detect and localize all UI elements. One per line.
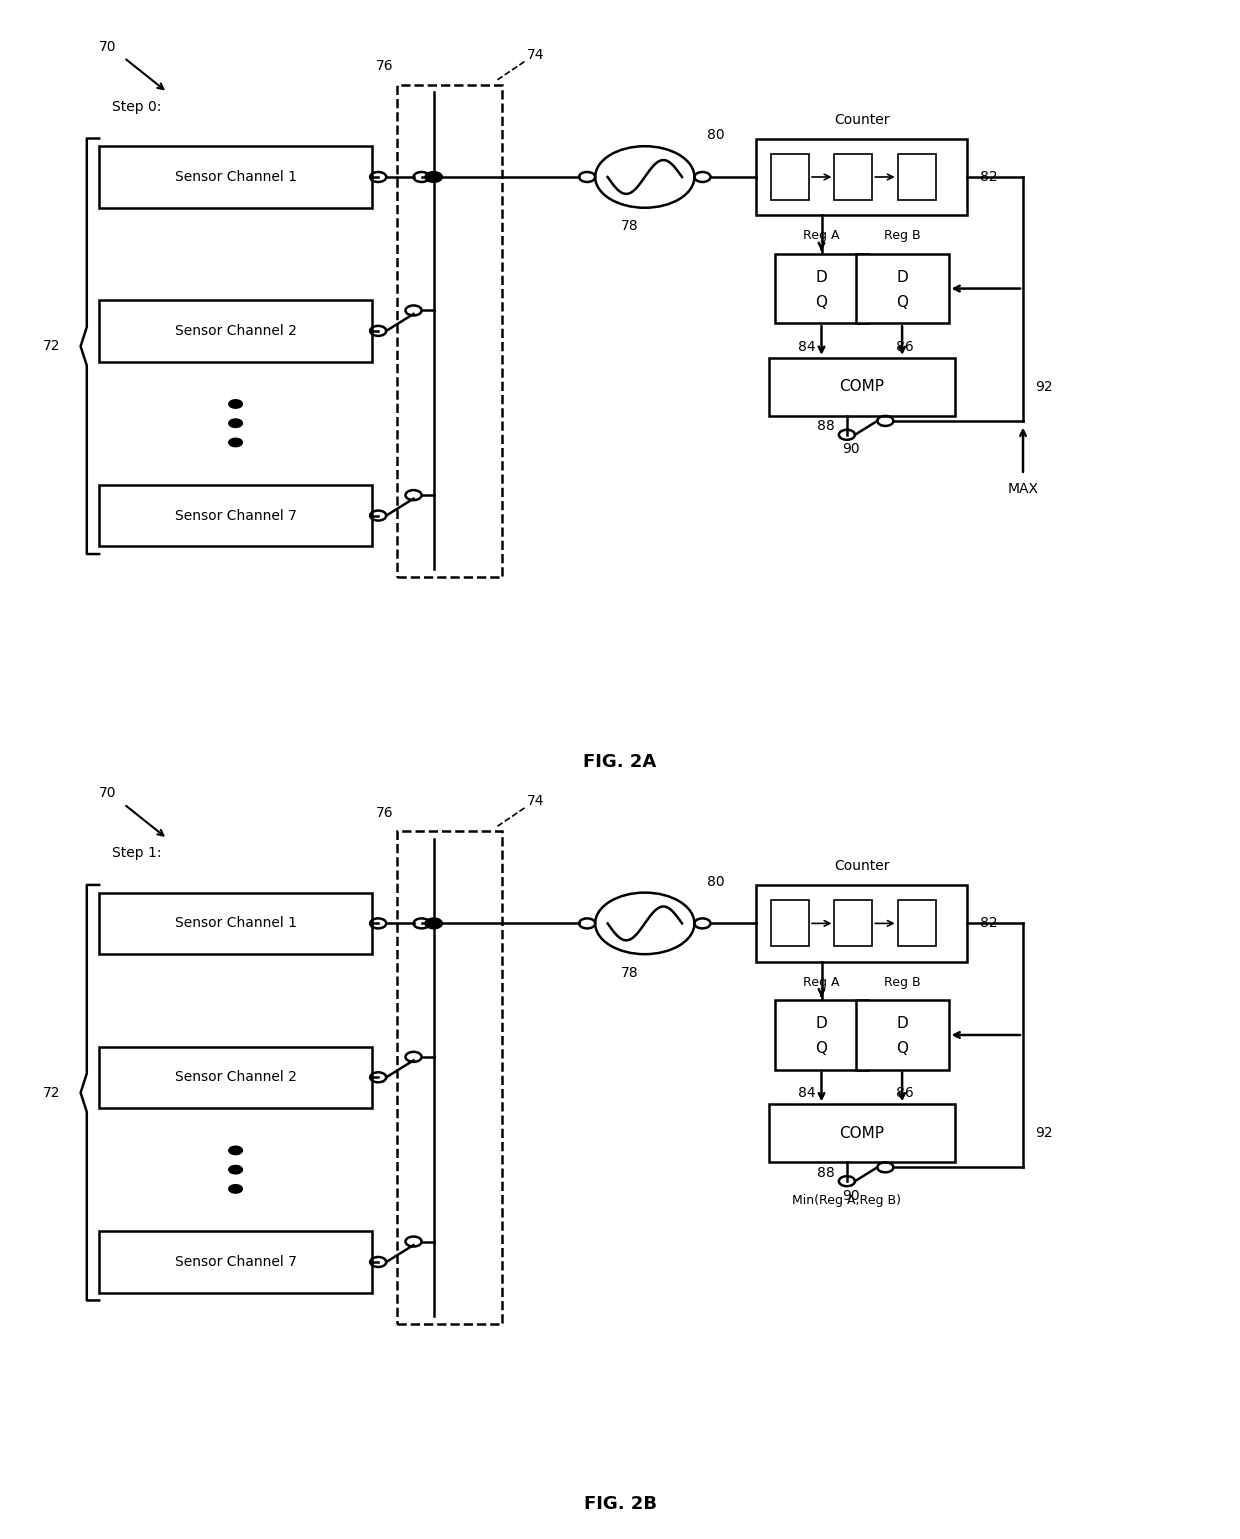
Text: 90: 90 xyxy=(842,443,859,457)
Text: Counter: Counter xyxy=(835,859,889,874)
Text: 76: 76 xyxy=(376,805,393,819)
Bar xyxy=(771,900,808,946)
Text: Q: Q xyxy=(897,295,908,309)
Text: 84: 84 xyxy=(797,340,816,354)
Text: MAX: MAX xyxy=(1007,482,1039,497)
Text: 86: 86 xyxy=(895,340,914,354)
Text: 74: 74 xyxy=(527,794,544,808)
Text: Min(Reg A,Reg B): Min(Reg A,Reg B) xyxy=(792,1194,901,1207)
Text: 92: 92 xyxy=(1035,380,1053,394)
Text: 78: 78 xyxy=(621,966,639,980)
Text: 76: 76 xyxy=(376,58,393,72)
Bar xyxy=(856,1000,949,1070)
Circle shape xyxy=(228,1185,242,1193)
Text: Sensor Channel 2: Sensor Channel 2 xyxy=(175,323,296,339)
Text: Step 0:: Step 0: xyxy=(112,100,161,114)
Text: Sensor Channel 2: Sensor Channel 2 xyxy=(175,1070,296,1085)
Text: Reg A: Reg A xyxy=(804,229,839,242)
Bar xyxy=(99,1047,372,1108)
Text: 74: 74 xyxy=(527,48,544,62)
Bar xyxy=(99,146,372,208)
Bar xyxy=(756,139,967,215)
Text: 84: 84 xyxy=(797,1087,816,1100)
Circle shape xyxy=(228,439,242,446)
Text: 78: 78 xyxy=(621,219,639,234)
Text: 92: 92 xyxy=(1035,1127,1053,1140)
Text: D: D xyxy=(897,1016,908,1031)
Text: Reg B: Reg B xyxy=(884,229,920,242)
Text: Q: Q xyxy=(897,1042,908,1056)
Bar xyxy=(856,254,949,323)
Bar xyxy=(99,300,372,362)
Bar xyxy=(771,154,808,200)
Text: 80: 80 xyxy=(707,128,724,142)
Text: 86: 86 xyxy=(895,1087,914,1100)
Bar xyxy=(775,254,868,323)
Bar xyxy=(397,85,502,577)
Text: FIG. 2A: FIG. 2A xyxy=(583,753,657,771)
Text: FIG. 2B: FIG. 2B xyxy=(584,1496,656,1513)
Text: 88: 88 xyxy=(817,1167,835,1180)
Bar xyxy=(397,831,502,1324)
Text: Q: Q xyxy=(816,1042,827,1056)
Text: 80: 80 xyxy=(707,874,724,888)
Text: Reg A: Reg A xyxy=(804,976,839,990)
Text: 82: 82 xyxy=(980,169,997,185)
Circle shape xyxy=(425,917,443,928)
Text: 70: 70 xyxy=(99,786,117,800)
Text: 70: 70 xyxy=(99,40,117,54)
Text: COMP: COMP xyxy=(839,379,884,394)
Text: Sensor Channel 7: Sensor Channel 7 xyxy=(175,508,296,523)
Bar xyxy=(769,1105,955,1162)
Bar xyxy=(99,485,372,546)
Bar xyxy=(898,154,936,200)
Text: Sensor Channel 7: Sensor Channel 7 xyxy=(175,1254,296,1270)
Bar xyxy=(775,1000,868,1070)
Bar xyxy=(99,1231,372,1293)
Text: Step 1:: Step 1: xyxy=(112,846,161,860)
Text: COMP: COMP xyxy=(839,1125,884,1140)
Bar xyxy=(898,900,936,946)
Circle shape xyxy=(425,171,443,183)
Text: 82: 82 xyxy=(980,916,997,931)
Text: Q: Q xyxy=(816,295,827,309)
Text: 90: 90 xyxy=(842,1188,859,1203)
Text: D: D xyxy=(816,269,827,285)
Text: Sensor Channel 1: Sensor Channel 1 xyxy=(175,916,296,931)
Text: 88: 88 xyxy=(817,420,835,434)
Circle shape xyxy=(228,419,242,428)
Bar xyxy=(769,357,955,416)
Text: D: D xyxy=(897,269,908,285)
Bar xyxy=(835,154,873,200)
Bar xyxy=(99,893,372,954)
Bar xyxy=(835,900,873,946)
Text: Sensor Channel 1: Sensor Channel 1 xyxy=(175,169,296,185)
Bar xyxy=(756,885,967,962)
Text: Reg B: Reg B xyxy=(884,976,920,990)
Text: D: D xyxy=(816,1016,827,1031)
Circle shape xyxy=(228,400,242,408)
Text: 72: 72 xyxy=(43,1085,61,1100)
Text: Counter: Counter xyxy=(835,112,889,128)
Circle shape xyxy=(228,1165,242,1174)
Text: 72: 72 xyxy=(43,339,61,354)
Circle shape xyxy=(228,1147,242,1154)
